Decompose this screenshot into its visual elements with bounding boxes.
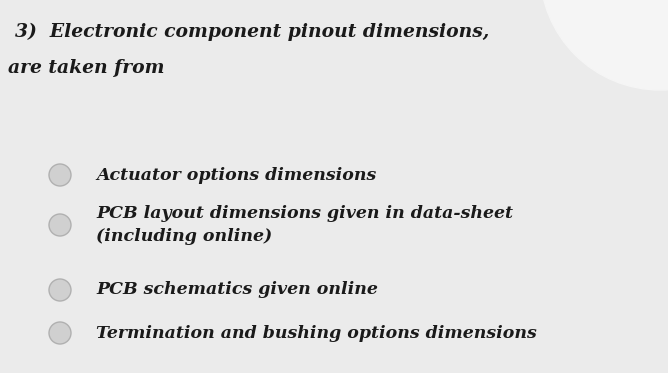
Circle shape xyxy=(540,0,668,90)
Text: PCB layout dimensions given in data-sheet
(including online): PCB layout dimensions given in data-shee… xyxy=(96,205,513,245)
Circle shape xyxy=(49,164,71,186)
Text: PCB schematics given online: PCB schematics given online xyxy=(96,282,378,298)
Circle shape xyxy=(49,214,71,236)
Text: 3)  Electronic component pinout dimensions,: 3) Electronic component pinout dimension… xyxy=(15,23,489,41)
Circle shape xyxy=(49,322,71,344)
Circle shape xyxy=(49,279,71,301)
Text: Termination and bushing options dimensions: Termination and bushing options dimensio… xyxy=(96,325,537,342)
Text: Actuator options dimensions: Actuator options dimensions xyxy=(96,166,376,184)
Text: are taken from: are taken from xyxy=(8,59,164,77)
